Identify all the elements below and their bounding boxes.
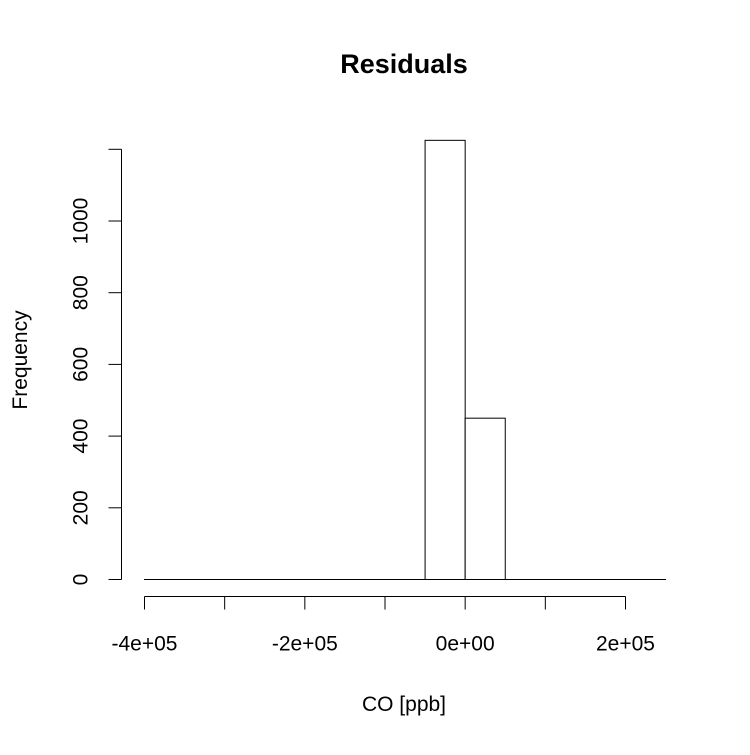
y-tick-label: 600 (70, 347, 93, 382)
y-axis: 0 200 400 600 800 1000 (70, 149, 122, 585)
x-tick-label: -4e+05 (112, 633, 178, 656)
x-axis: -4e+05 -2e+05 0e+00 2e+05 (112, 597, 655, 656)
histogram-bar (425, 140, 465, 579)
x-tick-label: 2e+05 (596, 633, 655, 656)
y-tick-label: 200 (70, 490, 93, 525)
y-axis-title: Frequency (9, 310, 32, 410)
chart-title: Residuals (340, 49, 468, 79)
x-axis-title: CO [ppb] (362, 693, 446, 716)
y-tick-label: 800 (70, 275, 93, 310)
y-tick-label: 400 (70, 419, 93, 454)
x-tick-label: -2e+05 (272, 633, 338, 656)
x-tick-label: 0e+00 (436, 633, 495, 656)
bars-group (145, 140, 666, 579)
y-tick-label: 1000 (70, 198, 93, 245)
histogram-bar (465, 418, 505, 579)
y-tick-label: 0 (70, 574, 93, 586)
